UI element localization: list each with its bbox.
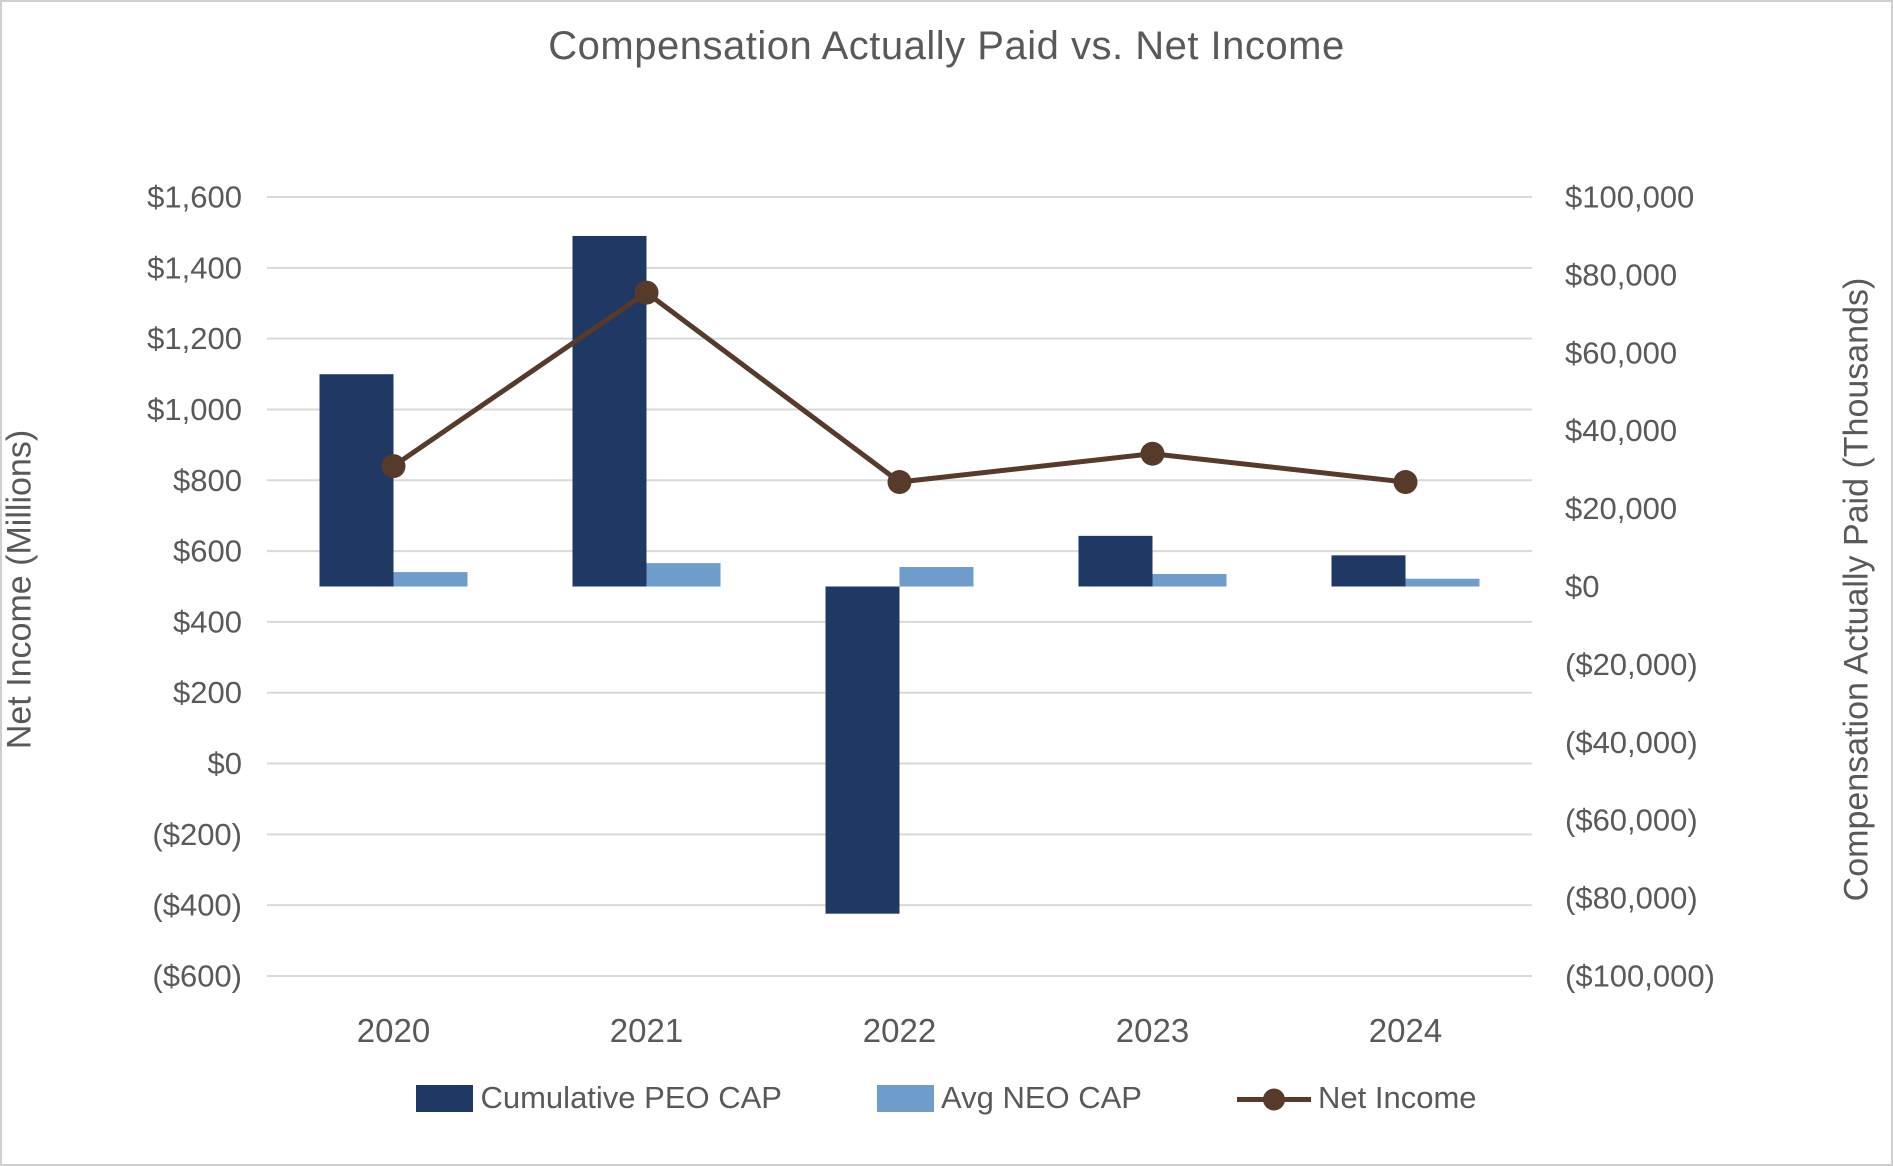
legend-item-neo-cap: Avg NEO CAP xyxy=(876,1080,1142,1116)
x-tick-label: 2023 xyxy=(1116,1012,1189,1049)
peo-cap-swatch-icon xyxy=(416,1084,474,1112)
y-right-tick-label: ($20,000) xyxy=(1565,647,1698,682)
legend-label-neo-cap: Avg NEO CAP xyxy=(940,1080,1142,1115)
y-left-tick-label: $0 xyxy=(208,746,242,781)
y-left-tick-label: ($200) xyxy=(152,817,242,852)
legend-item-peo-cap: Cumulative PEO CAP xyxy=(416,1080,782,1116)
x-tick-label: 2020 xyxy=(357,1012,430,1049)
net-income-marker-2022 xyxy=(887,470,912,495)
y-right-tick-label: ($40,000) xyxy=(1565,725,1698,760)
bar-avg-neo-cap-2023 xyxy=(1152,574,1227,587)
y-left-tick-label: $400 xyxy=(173,604,242,639)
net-income-line xyxy=(391,290,1408,485)
bar-avg-neo-cap-2022 xyxy=(899,567,974,587)
bar-avg-neo-cap-2021 xyxy=(646,563,721,587)
legend-item-net-income: Net Income xyxy=(1237,1080,1477,1116)
net-income-marker-2024 xyxy=(1393,470,1418,495)
y-right-tick-label: ($100,000) xyxy=(1565,959,1715,994)
bar-cumulative-peo-cap-2020 xyxy=(319,374,394,587)
x-tick-label: 2024 xyxy=(1369,1012,1442,1049)
legend: Cumulative PEO CAP Avg NEO CAP Net Incom… xyxy=(2,1080,1891,1116)
legend-label-net-income: Net Income xyxy=(1318,1080,1477,1115)
x-tick-label: 2022 xyxy=(863,1012,936,1049)
legend-label-peo-cap: Cumulative PEO CAP xyxy=(480,1080,782,1115)
net-income-marker-2023 xyxy=(1140,441,1165,466)
x-tick-label: 2021 xyxy=(610,1012,683,1049)
bar-cumulative-peo-cap-2023 xyxy=(1078,535,1153,587)
y-left-tick-label: $1,400 xyxy=(147,250,242,285)
y-left-tick-label: $600 xyxy=(173,534,242,569)
y-right-tick-label: $80,000 xyxy=(1565,257,1677,292)
y-left-tick-label: $200 xyxy=(173,675,242,710)
y-left-tick-label: $800 xyxy=(173,463,242,498)
net-income-line-icon xyxy=(1237,1085,1311,1112)
y-left-tick-label: ($600) xyxy=(152,959,242,994)
y-right-tick-label: $0 xyxy=(1565,569,1599,604)
bar-cumulative-peo-cap-2024 xyxy=(1331,555,1406,587)
net-income-marker-2021 xyxy=(634,280,659,305)
bar-cumulative-peo-cap-2022 xyxy=(825,586,900,914)
bar-avg-neo-cap-2024 xyxy=(1405,578,1480,587)
y-right-tick-label: $40,000 xyxy=(1565,413,1677,448)
bar-cumulative-peo-cap-2021 xyxy=(572,235,647,587)
y-right-tick-label: ($60,000) xyxy=(1565,803,1698,838)
y-right-tick-label: $100,000 xyxy=(1565,180,1694,215)
y-right-tick-label: $20,000 xyxy=(1565,491,1677,526)
chart-title: Compensation Actually Paid vs. Net Incom… xyxy=(548,24,1345,68)
net-income-marker-2020 xyxy=(381,454,406,479)
y-left-tick-label: ($400) xyxy=(152,888,242,923)
y-left-tick-label: $1,600 xyxy=(147,180,242,215)
neo-cap-swatch-icon xyxy=(876,1084,934,1112)
y-left-tick-label: $1,200 xyxy=(147,321,242,356)
y-left-tick-label: $1,000 xyxy=(147,392,242,427)
y-right-tick-label: ($80,000) xyxy=(1565,881,1698,916)
y-right-tick-label: $60,000 xyxy=(1565,335,1677,370)
bar-avg-neo-cap-2020 xyxy=(393,572,468,587)
